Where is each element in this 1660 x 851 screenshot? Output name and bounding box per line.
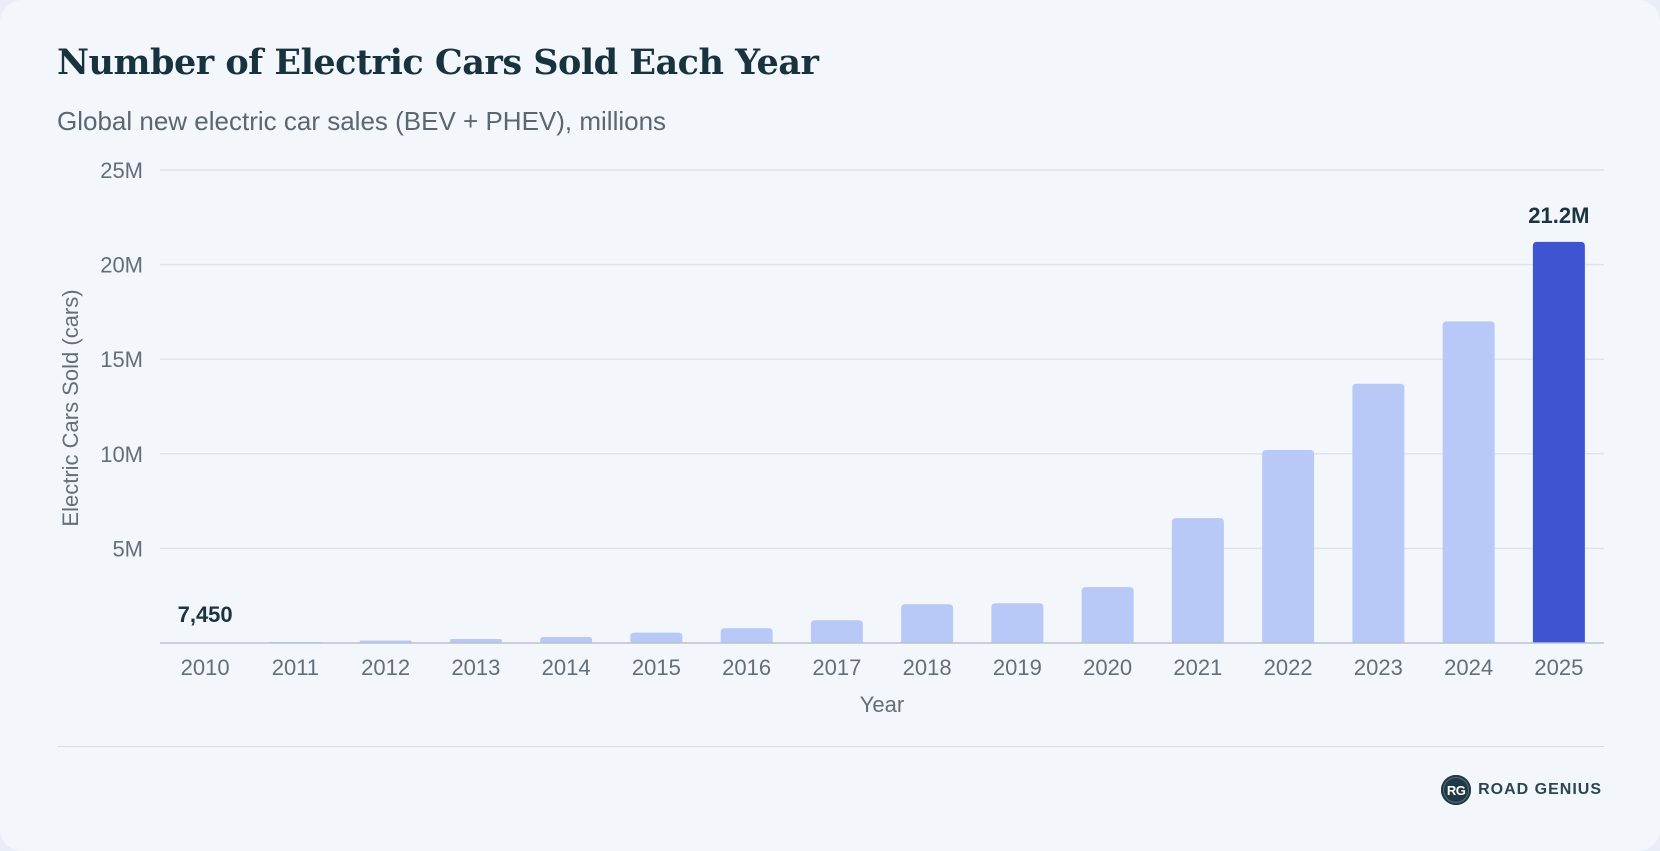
chart-subtitle: Global new electric car sales (BEV + PHE… [57,106,667,136]
bar-2016 [720,628,773,643]
x-tick-label: 2015 [632,655,681,680]
data-label-2010: 7,450 [178,602,233,627]
y-axis-title: Electric Cars Sold (cars) [58,289,83,526]
bar-2013 [449,639,502,643]
x-tick-label: 2024 [1444,655,1493,680]
brand-logo: RG ROAD GENIUS [1441,775,1602,805]
x-tick-label: 2021 [1173,655,1222,680]
x-tick-label: 2025 [1534,655,1583,680]
x-tick-label: 2019 [993,655,1042,680]
data-label-2025: 21.2M [1528,203,1589,228]
tick-labels: 5M 10M 15M 20M 25M 2010 2011 2012 2013 2014 2015 20… [100,158,1583,680]
y-tick-label: 15M [100,347,143,372]
brand-badge-icon: RG [1441,775,1472,805]
bar-2018 [901,604,954,643]
x-tick-label: 2012 [361,655,410,680]
bar-2025 [1532,241,1585,643]
bar-2024 [1442,321,1495,643]
data-labels: 7,450 21.2M [178,203,1590,627]
x-tick-label: 2010 [181,655,230,680]
footer-divider [57,746,1604,747]
bar-2014 [540,636,593,643]
bar-2021 [1171,518,1224,643]
bar-chart: 5M 10M 15M 20M 25M 2010 2011 2012 2013 2014 2015 20… [58,158,1604,717]
y-tick-label: 10M [100,442,143,467]
x-tick-label: 2017 [812,655,861,680]
bar-2017 [810,620,863,643]
bars [179,241,1585,643]
x-tick-label: 2018 [903,655,952,680]
chart-title: Number of Electric Cars Sold Each Year [57,42,819,83]
x-tick-label: 2016 [722,655,771,680]
bar-2023 [1352,383,1405,643]
x-tick-label: 2014 [542,655,591,680]
x-tick-label: 2022 [1264,655,1313,680]
bar-2020 [1081,587,1134,643]
y-tick-label: 25M [100,158,143,183]
x-tick-label: 2020 [1083,655,1132,680]
x-tick-label: 2013 [451,655,500,680]
x-tick-label: 2023 [1354,655,1403,680]
y-tick-label: 20M [100,253,143,278]
bar-2022 [1262,450,1315,643]
x-tick-label: 2011 [272,655,319,680]
bar-2015 [630,632,683,643]
bar-2019 [991,603,1044,643]
x-axis-title: Year [860,692,904,717]
y-tick-label: 5M [112,536,143,561]
brand-name: ROAD GENIUS [1478,781,1602,798]
